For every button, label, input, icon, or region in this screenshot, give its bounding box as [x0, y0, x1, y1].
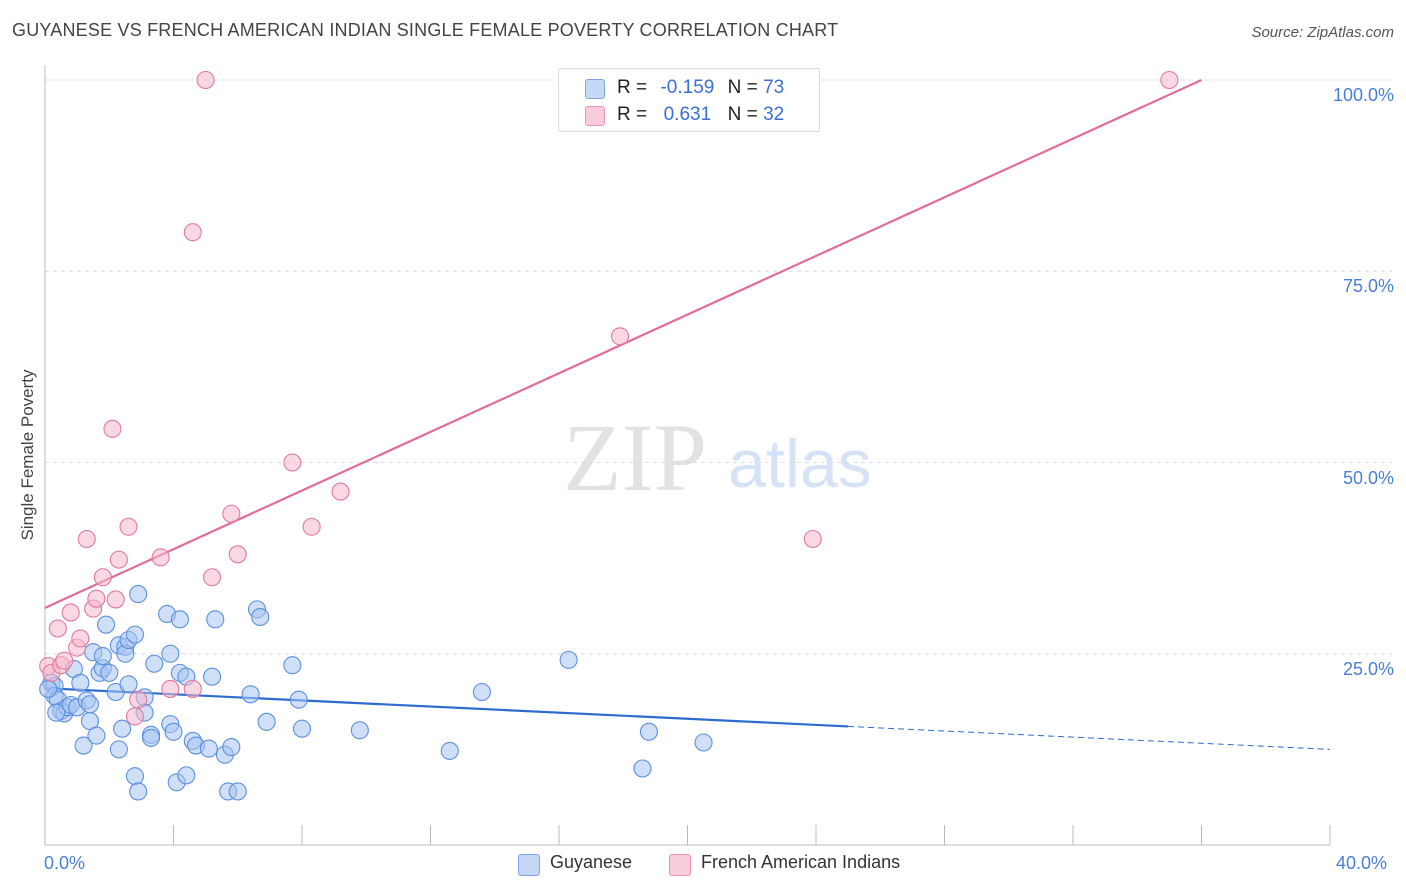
point-guyanese: [241, 685, 260, 704]
point-guyanese: [125, 767, 144, 786]
legend-label: French American Indians: [701, 852, 901, 872]
point-french-american-indians: [106, 590, 125, 609]
y-tick-label: 25.0%: [1342, 658, 1394, 679]
point-guyanese: [292, 719, 312, 738]
point-guyanese: [170, 610, 189, 629]
point-french-american-indians: [61, 603, 80, 622]
point-guyanese: [164, 722, 183, 741]
point-french-american-indians: [71, 629, 90, 648]
point-french-american-indians: [183, 679, 202, 698]
r-label: R =: [617, 77, 648, 98]
x-tick-label-max: 40.0%: [1336, 853, 1388, 873]
stats-legend: R = -0.159 N = 73 R = 0.631 N = 32: [558, 68, 820, 132]
point-guyanese: [289, 690, 308, 709]
point-guyanese: [74, 736, 93, 755]
point-guyanese: [350, 721, 369, 740]
legend-swatch-pink: [669, 854, 691, 876]
point-guyanese: [47, 703, 66, 722]
point-guyanese: [203, 667, 222, 686]
legend-swatch-blue: [585, 79, 605, 99]
point-guyanese: [113, 719, 132, 738]
n-label: N =: [727, 104, 758, 125]
point-french-american-indians: [803, 529, 822, 549]
point-guyanese: [633, 759, 652, 778]
point-french-american-indians: [610, 327, 630, 346]
point-french-american-indians: [283, 453, 302, 472]
point-french-american-indians: [129, 690, 148, 709]
point-french-american-indians: [87, 589, 106, 608]
point-guyanese: [119, 675, 138, 694]
point-guyanese: [39, 679, 58, 698]
point-guyanese: [129, 782, 148, 801]
chart-title: GUYANESE VS FRENCH AMERICAN INDIAN SINGL…: [12, 20, 839, 40]
point-french-american-indians: [119, 517, 138, 536]
point-guyanese: [145, 654, 164, 673]
point-guyanese: [251, 607, 270, 627]
point-guyanese: [161, 644, 180, 663]
point-french-american-indians: [103, 419, 122, 438]
point-guyanese: [141, 728, 161, 747]
point-guyanese: [206, 610, 225, 629]
point-guyanese: [125, 625, 144, 644]
point-guyanese: [129, 585, 148, 604]
point-french-american-indians: [161, 679, 180, 698]
y-tick-label: 100.0%: [1332, 85, 1394, 105]
point-guyanese: [257, 712, 276, 731]
point-french-american-indians: [77, 529, 96, 549]
point-french-american-indians: [203, 568, 222, 587]
point-french-american-indians: [48, 619, 67, 638]
point-french-american-indians: [93, 568, 112, 587]
point-guyanese: [440, 741, 459, 760]
point-guyanese: [93, 646, 112, 666]
point-french-american-indians: [228, 545, 247, 564]
point-guyanese: [283, 656, 302, 675]
point-guyanese: [87, 726, 106, 745]
point-french-american-indians: [151, 548, 170, 567]
n-label: N =: [727, 77, 758, 98]
point-guyanese: [222, 738, 241, 757]
x-tick-label-min: 0.0%: [44, 853, 86, 873]
point-french-american-indians: [302, 517, 321, 536]
point-french-american-indians: [1160, 70, 1179, 90]
r-value: -0.159: [660, 77, 715, 98]
point-guyanese: [559, 650, 578, 669]
point-guyanese: [694, 733, 713, 752]
point-guyanese: [177, 766, 196, 785]
point-french-american-indians: [222, 504, 241, 523]
point-french-american-indians: [109, 550, 128, 569]
watermark-atlas: atlas: [728, 426, 872, 502]
data-points: [39, 70, 1179, 801]
grid-lines: [45, 79, 1392, 655]
trend-line-guyanese-dashed: [848, 725, 1331, 750]
axes: [44, 65, 1331, 846]
point-french-american-indians: [125, 707, 144, 726]
point-guyanese: [472, 682, 491, 702]
n-value: 32: [763, 104, 785, 125]
point-guyanese: [228, 782, 247, 801]
point-french-american-indians: [55, 651, 74, 670]
point-guyanese: [199, 739, 218, 758]
legend-swatch-blue: [518, 854, 540, 876]
point-guyanese: [80, 695, 100, 714]
point-french-american-indians: [196, 70, 215, 90]
watermark-zip: ZIP: [563, 404, 707, 511]
legend-label: Guyanese: [550, 852, 633, 872]
point-guyanese: [96, 615, 116, 634]
point-french-american-indians: [331, 482, 350, 501]
y-tick-label: 75.0%: [1342, 276, 1394, 297]
legend-swatch-pink: [585, 106, 605, 126]
point-guyanese: [109, 740, 128, 759]
n-value: 73: [763, 77, 785, 98]
y-tick-label: 50.0%: [1342, 467, 1394, 488]
point-guyanese: [100, 663, 119, 682]
trend-line-guyanese: [44, 687, 849, 728]
point-french-american-indians: [183, 223, 202, 242]
source-label: Source: ZipAtlas.com: [1251, 24, 1394, 41]
r-value: 0.631: [663, 104, 712, 125]
point-guyanese: [639, 722, 659, 741]
r-label: R =: [617, 104, 648, 125]
point-guyanese: [71, 673, 90, 692]
